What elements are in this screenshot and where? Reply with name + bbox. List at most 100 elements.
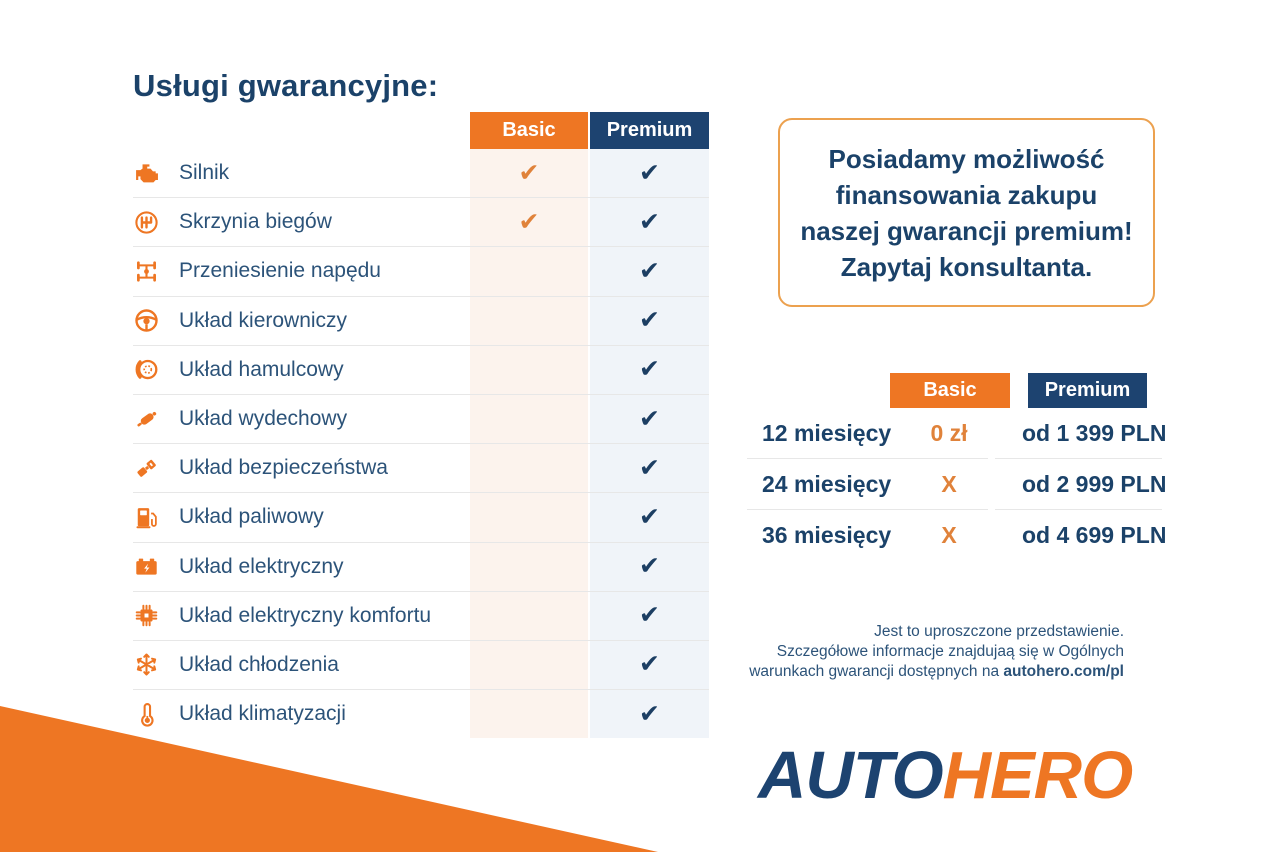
premium-check-icon: ✔ xyxy=(590,690,709,739)
comparison-row: Układ chłodzenia ✔ xyxy=(133,639,709,690)
snowflake-icon xyxy=(133,652,160,678)
promo-text-line: Zapytaj konsultanta. xyxy=(840,251,1093,282)
basic-column-header: Basic xyxy=(470,112,588,149)
disclaimer-line-3-text: warunkach gwarancji dostępnych na xyxy=(749,663,1004,680)
premium-check-icon: ✔ xyxy=(590,493,709,542)
pricing-row: 24 miesięcy X od 2 999 PLN xyxy=(745,459,1167,510)
disclaimer-text: Jest to uproszczone przedstawienie. Szcz… xyxy=(740,622,1124,682)
brake-disc-icon xyxy=(133,357,160,383)
pricing-period: 24 miesięcy xyxy=(762,471,892,497)
comparison-row: Układ paliwowy ✔ xyxy=(133,492,709,542)
premium-check-icon: ✔ xyxy=(590,394,709,444)
battery-icon xyxy=(133,554,160,580)
feature-label: Skrzynia biegów xyxy=(179,210,332,234)
basic-empty-cell xyxy=(470,690,588,739)
premium-check-icon: ✔ xyxy=(590,247,709,296)
basic-empty-cell xyxy=(470,394,588,444)
promo-text-line: naszej gwarancji premium! xyxy=(800,215,1133,246)
pricing-table-header: Basic Premium xyxy=(745,373,1162,408)
comparison-row: Skrzynia biegów ✔ ✔ xyxy=(133,197,709,247)
premium-check-icon: ✔ xyxy=(590,296,709,345)
engine-icon xyxy=(133,160,160,186)
premium-check-icon: ✔ xyxy=(590,345,709,394)
basic-empty-cell xyxy=(470,493,588,542)
feature-label: Układ klimatyzacji xyxy=(179,702,346,726)
pricing-premium-value: od 4 699 PLN xyxy=(1022,522,1167,548)
website-link: autohero.com/pl xyxy=(1003,663,1124,680)
feature-label: Układ paliwowy xyxy=(179,505,324,529)
premium-check-icon: ✔ xyxy=(590,591,709,640)
premium-column-header: Premium xyxy=(590,112,709,149)
feature-label: Przeniesienie napędu xyxy=(179,259,381,283)
pricing-period: 12 miesięcy xyxy=(762,420,892,446)
basic-empty-cell xyxy=(470,247,588,296)
steering-wheel-icon xyxy=(133,308,160,334)
pricing-table: Basic Premium 12 miesięcy 0 zł od 1 399 … xyxy=(745,373,1167,561)
comparison-row: Układ klimatyzacji ✔ xyxy=(133,689,709,739)
feature-label: Układ hamulcowy xyxy=(179,357,344,381)
premium-check-icon: ✔ xyxy=(590,444,709,493)
premium-check-icon: ✔ xyxy=(590,149,709,198)
comparison-row: Układ wydechowy ✔ xyxy=(133,393,709,444)
header-spacer xyxy=(133,112,470,149)
comparison-table-body: Silnik ✔ ✔ Skrzynia biegów ✔ ✔ Przeniesi… xyxy=(133,149,709,739)
comparison-table-header: Basic Premium xyxy=(133,112,709,149)
basic-empty-cell xyxy=(470,640,588,690)
pricing-basic-value: X xyxy=(941,471,957,497)
feature-label: Układ wydechowy xyxy=(179,407,348,431)
basic-empty-cell xyxy=(470,591,588,640)
basic-empty-cell xyxy=(470,296,588,345)
pricing-basic-value: X xyxy=(941,522,957,548)
pricing-basic-value: 0 zł xyxy=(930,420,968,446)
logo-hero-part: HERO xyxy=(942,738,1134,813)
pricing-row: 36 miesięcy X od 4 699 PLN xyxy=(745,510,1167,561)
disclaimer-line-3: warunkach gwarancji dostępnych na autohe… xyxy=(740,662,1124,682)
disclaimer-line-1: Jest to uproszczone przedstawienie. xyxy=(874,623,1124,640)
basic-empty-cell xyxy=(470,542,588,591)
disclaimer-line-2: Szczegółowe informacje znajdujaą się w O… xyxy=(776,643,1124,660)
pricing-premium-value: od 2 999 PLN xyxy=(1022,471,1167,497)
exhaust-icon xyxy=(133,406,160,432)
comparison-row: Przeniesienie napędu ✔ xyxy=(133,246,709,296)
comparison-row: Układ kierowniczy ✔ xyxy=(133,295,709,345)
premium-check-icon: ✔ xyxy=(590,542,709,591)
feature-label: Silnik xyxy=(179,161,230,185)
comparison-row: Układ hamulcowy ✔ xyxy=(133,344,709,394)
chip-icon xyxy=(133,603,160,629)
premium-check-icon: ✔ xyxy=(590,640,709,690)
comparison-row: Układ elektryczny ✔ xyxy=(133,541,709,591)
page-title: Usługi gwarancyjne: xyxy=(133,68,439,103)
premium-check-icon: ✔ xyxy=(590,198,709,247)
pricing-basic-header: Basic xyxy=(890,373,1010,408)
basic-check-icon: ✔ xyxy=(470,198,588,247)
pricing-premium-header: Premium xyxy=(1028,373,1147,408)
gearbox-icon xyxy=(133,209,160,235)
feature-label: Układ elektryczny xyxy=(179,554,344,578)
promo-text-line: Posiadamy możliwość xyxy=(828,143,1105,174)
feature-label: Układ kierowniczy xyxy=(179,308,348,332)
pricing-premium-value: od 1 399 PLN xyxy=(1022,420,1167,446)
basic-empty-cell xyxy=(470,444,588,493)
thermometer-icon xyxy=(133,701,160,727)
basic-empty-cell xyxy=(470,345,588,394)
feature-label: Układ elektryczny komfortu xyxy=(179,603,432,627)
promo-text-line: finansowania zakupu xyxy=(835,179,1098,210)
basic-check-icon: ✔ xyxy=(470,149,588,198)
warranty-comparison-table: Basic Premium Silnik ✔ ✔ Skrzynia biegów… xyxy=(133,112,709,739)
comparison-row: Układ elektryczny komfortu ✔ xyxy=(133,590,709,640)
feature-label: Układ bezpieczeństwa xyxy=(179,456,388,480)
pricing-table-body: 12 miesięcy 0 zł od 1 399 PLN 24 miesięc… xyxy=(745,408,1167,561)
fuel-pump-icon xyxy=(133,504,160,530)
pricing-period: 36 miesięcy xyxy=(762,522,892,548)
pricing-row: 12 miesięcy 0 zł od 1 399 PLN xyxy=(745,408,1167,459)
autohero-logo: AUTOHERO xyxy=(758,742,1133,809)
comparison-row: Układ bezpieczeństwa ✔ xyxy=(133,443,709,493)
financing-promo-box: Posiadamy możliwość finansowania zakupu na… xyxy=(778,118,1155,307)
drivetrain-icon xyxy=(133,258,160,284)
seatbelt-icon xyxy=(133,455,160,481)
pricing-header-spacer xyxy=(745,373,890,408)
feature-label: Układ chłodzenia xyxy=(179,652,339,676)
comparison-row: Silnik ✔ ✔ xyxy=(133,149,709,198)
logo-auto-part: AUTO xyxy=(758,738,944,813)
